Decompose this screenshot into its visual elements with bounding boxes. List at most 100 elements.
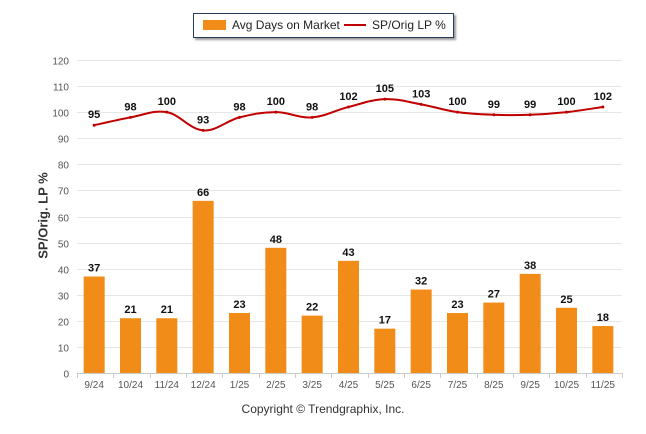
line-data-label: 103 <box>412 88 430 100</box>
y-tick-label: 20 <box>58 318 70 329</box>
bar <box>301 315 323 373</box>
bar-data-label: 21 <box>124 304 136 316</box>
bar <box>410 289 432 373</box>
line-point <box>456 110 459 114</box>
bar <box>156 318 178 373</box>
x-tick-label: 11/24 <box>155 380 180 391</box>
legend-item-bar[interactable]: Avg Days on Market <box>203 18 340 32</box>
bar <box>447 313 468 373</box>
bar <box>229 313 250 373</box>
bar-data-label: 22 <box>306 302 318 314</box>
x-tick-label: 10/25 <box>554 380 579 391</box>
bar <box>483 302 505 373</box>
line-data-label: 100 <box>557 96 575 108</box>
y-tick-label: 0 <box>63 370 69 381</box>
bar <box>192 200 214 373</box>
bar <box>556 307 577 373</box>
legend: Avg Days on Market SP/Orig LP % <box>193 13 454 38</box>
y-axis-label: SP/Orig. LP % <box>35 172 51 259</box>
line-data-label: 99 <box>488 99 500 111</box>
x-tick-label: 8/25 <box>484 380 504 391</box>
y-tick-label: 80 <box>58 161 70 172</box>
bar <box>519 273 541 373</box>
x-tick-label: 5/25 <box>375 380 395 391</box>
bar-data-label: 23 <box>451 299 463 311</box>
bar-data-label: 43 <box>342 247 354 259</box>
bar-data-labels: 37 21 21 66 23 48 22 43 17 32 23 27 38 25 18 <box>88 187 609 327</box>
bar-data-label: 37 <box>88 262 100 274</box>
line-data-label: 93 <box>197 114 209 126</box>
x-tick-label: 2/25 <box>266 380 286 391</box>
y-tick-label: 30 <box>58 292 70 303</box>
line-series <box>92 97 605 132</box>
bar <box>592 326 614 373</box>
line-point <box>165 110 169 114</box>
line-point <box>492 113 496 117</box>
x-tick-label: 9/24 <box>84 380 104 391</box>
y-tick-label: 40 <box>58 266 70 277</box>
y-tick-label: 70 <box>58 187 70 198</box>
x-tick-label: 3/25 <box>302 380 322 391</box>
bar-data-label: 23 <box>233 299 245 311</box>
line-data-label: 100 <box>158 96 176 108</box>
bar <box>265 247 287 373</box>
bar-data-label: 38 <box>524 260 536 272</box>
bar-data-label: 27 <box>488 289 500 301</box>
legend-line-swatch <box>344 24 366 26</box>
bar <box>83 276 105 373</box>
copyright-text: Copyright © Trendgraphix, Inc. <box>241 402 405 416</box>
bar <box>374 328 396 373</box>
line-point <box>201 128 205 132</box>
legend-bar-swatch <box>203 20 226 30</box>
bar-data-label: 32 <box>415 276 427 288</box>
line-data-label: 98 <box>306 101 318 113</box>
x-tick-label: 4/25 <box>339 380 359 391</box>
line-data-label: 99 <box>524 99 536 111</box>
bar-data-label: 18 <box>597 312 609 324</box>
line-point <box>528 113 532 117</box>
bar <box>120 318 141 373</box>
line-data-label: 102 <box>339 91 357 103</box>
x-tick-label: 7/25 <box>448 380 468 391</box>
bar-data-label: 48 <box>270 234 282 246</box>
bar <box>338 260 359 373</box>
legend-bar-label: Avg Days on Market <box>232 18 340 32</box>
line-point <box>238 115 241 119</box>
y-tick-label: 60 <box>58 214 70 225</box>
line-data-label: 105 <box>376 83 394 95</box>
x-tick-label: 10/24 <box>118 380 143 391</box>
x-tick-label: 11/25 <box>591 380 616 391</box>
line-point <box>129 115 132 119</box>
line-point <box>347 105 350 109</box>
y-tick-label: 90 <box>58 135 70 146</box>
legend-item-line[interactable]: SP/Orig LP % <box>344 18 446 32</box>
line-point <box>310 115 314 119</box>
y-axis-ticks: 0 10 20 30 40 50 60 70 80 90 100 110 120 <box>52 57 69 381</box>
bar-data-label: 66 <box>197 187 209 199</box>
line-point <box>419 102 423 106</box>
line-data-label: 95 <box>88 109 100 121</box>
y-tick-label: 100 <box>52 109 69 120</box>
line-data-label: 100 <box>448 96 466 108</box>
line-point <box>383 97 387 101</box>
y-tick-label: 50 <box>58 240 70 251</box>
line-data-label: 102 <box>594 91 612 103</box>
line-data-label: 98 <box>124 101 136 113</box>
legend-line-label: SP/Orig LP % <box>372 18 446 32</box>
line-point <box>601 105 605 109</box>
line-data-labels: 95 98 100 93 98 100 98 102 105 103 100 99 99 100 102 <box>88 83 612 126</box>
bar-data-label: 25 <box>560 294 572 306</box>
y-tick-label: 120 <box>52 57 69 68</box>
bar-data-label: 17 <box>379 315 391 327</box>
x-tick-label: 6/25 <box>411 380 431 391</box>
line-point <box>92 123 96 127</box>
bar-data-label: 21 <box>161 304 173 316</box>
bar-series <box>83 200 614 373</box>
x-tick-label: 9/25 <box>520 380 540 391</box>
line-data-label: 100 <box>267 96 285 108</box>
y-tick-label: 110 <box>53 83 69 94</box>
line-data-label: 98 <box>233 101 245 113</box>
line-point <box>274 110 278 114</box>
x-tick-label: 12/24 <box>191 380 216 391</box>
